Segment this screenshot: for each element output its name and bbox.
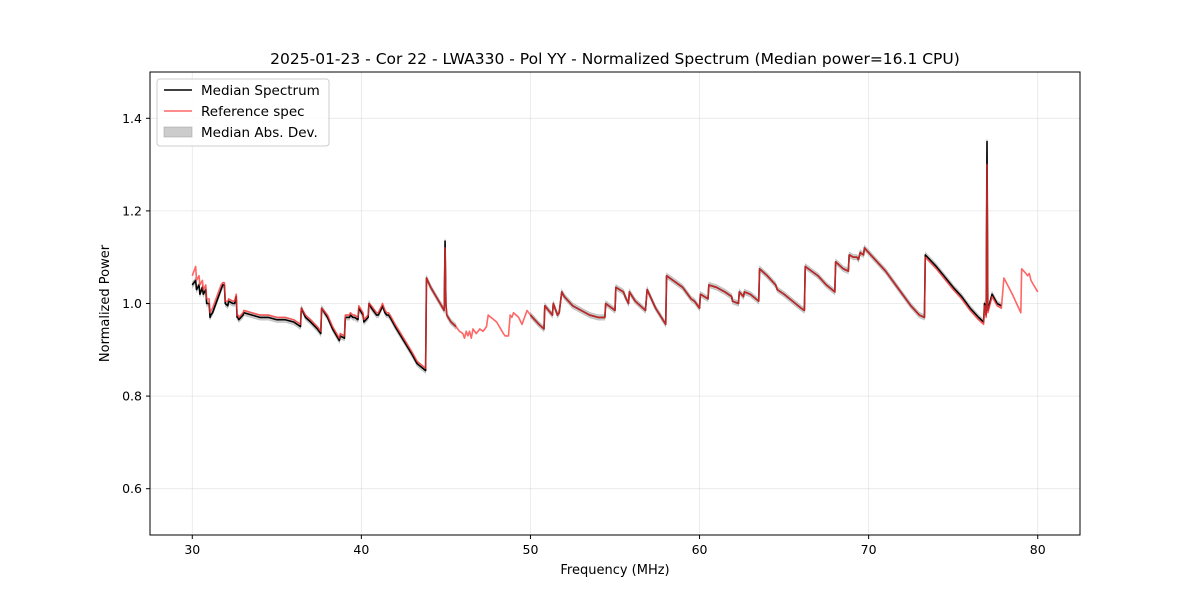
legend-label-median: Median Spectrum: [201, 83, 320, 99]
y-tick-label: 0.8: [122, 389, 142, 404]
y-tick-label: 1.0: [122, 296, 142, 311]
reference-spectrum-line: [191, 163, 1039, 370]
x-tick-label: 50: [523, 542, 539, 557]
x-axis-label: Frequency (MHz): [560, 563, 669, 578]
y-tick-label: 1.2: [122, 203, 142, 218]
x-tick-label: 80: [1030, 542, 1046, 557]
y-tick-label: 0.6: [122, 481, 142, 496]
legend-swatch-mad: [163, 126, 193, 138]
x-tick-label: 70: [861, 542, 877, 557]
y-axis-ticks: 0.6 0.8 1.0 1.2 1.4: [122, 111, 150, 496]
y-axis-label: Normalized Power: [98, 244, 113, 362]
legend-label-reference: Reference spec: [201, 104, 305, 120]
x-tick-label: 40: [353, 542, 369, 557]
legend: Median Spectrum Reference spec Median Ab…: [156, 78, 330, 147]
legend-box: [156, 78, 330, 147]
x-tick-label: 60: [692, 542, 708, 557]
x-axis-ticks: 30 40 50 60 70 80: [184, 535, 1046, 557]
y-tick-label: 1.4: [122, 111, 142, 126]
reference-spectrum-group: [191, 163, 1039, 370]
grid: [150, 72, 1080, 535]
x-tick-label: 30: [184, 542, 200, 557]
chart-title: 2025-01-23 - Cor 22 - LWA330 - Pol YY - …: [270, 50, 960, 68]
legend-label-mad: Median Abs. Dev.: [201, 125, 318, 141]
